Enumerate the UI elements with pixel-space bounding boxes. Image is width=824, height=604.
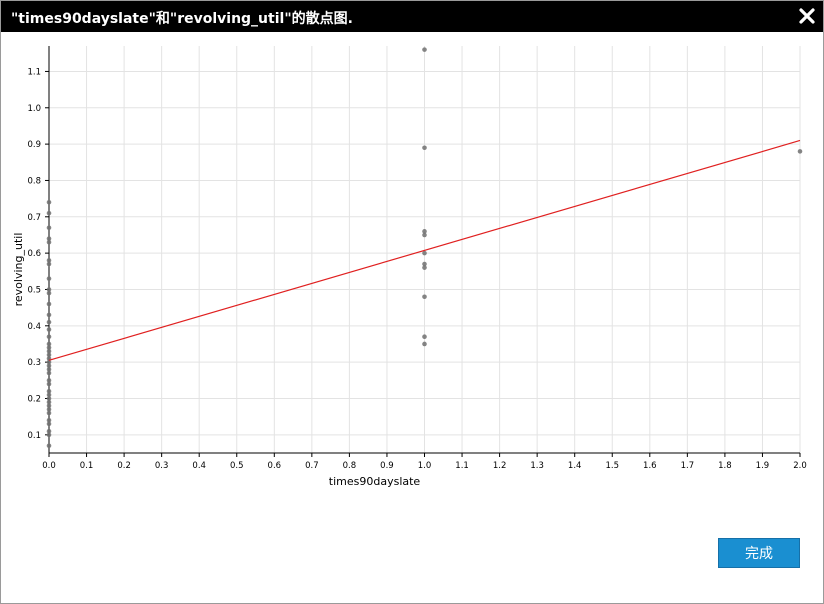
data-point xyxy=(46,258,52,263)
data-point xyxy=(46,396,52,401)
data-point xyxy=(46,276,52,281)
x-tick-label: 0.1 xyxy=(80,461,94,471)
data-point xyxy=(422,229,427,234)
data-point xyxy=(46,348,52,354)
x-tick-label: 1.5 xyxy=(605,461,619,471)
data-point xyxy=(46,403,52,409)
x-tick-label: 0.3 xyxy=(155,461,169,471)
data-point xyxy=(422,232,427,238)
data-point xyxy=(797,149,803,154)
data-point xyxy=(46,421,52,427)
x-tick-label: 1.7 xyxy=(681,461,695,471)
x-tick-label: 2.0 xyxy=(793,461,807,471)
x-tick-label: 1.3 xyxy=(530,461,544,471)
x-tick-label: 0.4 xyxy=(192,461,206,471)
data-point xyxy=(46,345,52,350)
y-tick-label: 0.2 xyxy=(27,394,41,404)
y-tick-label: 0.1 xyxy=(27,431,41,441)
data-point xyxy=(46,417,52,423)
x-tick-label: 0.8 xyxy=(343,461,357,471)
y-tick-label: 0.5 xyxy=(27,285,41,295)
data-point xyxy=(46,341,52,347)
x-tick-label: 0.0 xyxy=(42,461,56,471)
data-point xyxy=(46,407,52,412)
close-icon xyxy=(799,8,815,24)
x-tick-label: 0.5 xyxy=(230,461,244,471)
data-point xyxy=(46,239,52,245)
data-point xyxy=(46,199,52,205)
y-tick-label: 0.9 xyxy=(27,140,41,150)
data-point xyxy=(422,250,427,256)
data-point xyxy=(46,378,52,383)
close-button[interactable] xyxy=(797,6,817,26)
data-point xyxy=(46,410,52,416)
data-point xyxy=(46,370,52,376)
y-tick-label: 0.6 xyxy=(27,249,41,259)
scatter-chart: 0.0 0.1 0.2 0.3 0.4 0.5 0.6 0.7 0.8 0.9 1.0 1.1 1.2 1… xyxy=(12,46,807,488)
x-tick-label: 1.6 xyxy=(643,461,657,471)
data-point xyxy=(46,287,52,292)
dialog-titlebar: "times90dayslate"和"revolving_util"的散点图. xyxy=(1,1,823,32)
data-point xyxy=(422,294,427,300)
data-point xyxy=(46,210,52,216)
done-button[interactable]: 完成 xyxy=(718,538,800,568)
x-tick-label: 1.8 xyxy=(718,461,732,471)
data-point xyxy=(46,319,52,325)
data-point xyxy=(46,388,52,394)
data-point xyxy=(46,290,52,296)
data-point xyxy=(46,359,52,365)
y-tick-label: 1.0 xyxy=(27,104,41,114)
data-point xyxy=(422,261,427,267)
data-point xyxy=(46,432,52,438)
data-point xyxy=(46,367,52,372)
x-tick-label: 1.0 xyxy=(418,461,432,471)
data-point xyxy=(46,312,52,318)
y-tick-label: 0.4 xyxy=(27,322,41,332)
data-point xyxy=(422,145,427,151)
x-tick-label: 1.4 xyxy=(568,461,582,471)
data-point xyxy=(422,265,427,270)
y-tick-label: 0.7 xyxy=(27,213,41,223)
data-point xyxy=(46,352,52,358)
x-tick-label: 0.6 xyxy=(268,461,282,471)
y-tick-label: 1.1 xyxy=(27,67,41,77)
y-tick-label: 0.8 xyxy=(27,176,41,186)
data-point xyxy=(46,428,52,434)
data-point xyxy=(422,47,427,52)
fit-line xyxy=(48,139,801,361)
y-tick-label: 0.3 xyxy=(27,358,41,368)
chart-area: 0.0 0.1 0.2 0.3 0.4 0.5 0.6 0.7 0.8 0.9 1.0 1.1 1.2 1… xyxy=(1,32,823,502)
x-tick-label: 0.7 xyxy=(305,461,319,471)
x-tick-label: 1.9 xyxy=(756,461,770,471)
data-point xyxy=(422,341,427,347)
data-point xyxy=(46,261,52,267)
data-point xyxy=(46,334,52,340)
data-point xyxy=(46,225,52,230)
data-point xyxy=(46,392,52,398)
x-tick-label: 0.9 xyxy=(380,461,394,471)
data-point xyxy=(46,381,52,387)
data-point xyxy=(46,327,52,332)
dialog-title: "times90dayslate"和"revolving_util"的散点图. xyxy=(11,11,353,27)
data-point xyxy=(422,334,427,340)
data-point xyxy=(46,236,52,241)
y-axis-label: revolving_util xyxy=(12,233,25,307)
x-tick-label: 1.1 xyxy=(455,461,469,471)
data-point xyxy=(46,363,52,369)
x-tick-label: 1.2 xyxy=(493,461,507,471)
data-point xyxy=(46,443,52,449)
x-tick-label: 0.2 xyxy=(117,461,131,471)
data-point xyxy=(46,399,52,405)
data-point xyxy=(46,301,52,307)
x-axis-label: times90dayslate xyxy=(329,475,421,488)
